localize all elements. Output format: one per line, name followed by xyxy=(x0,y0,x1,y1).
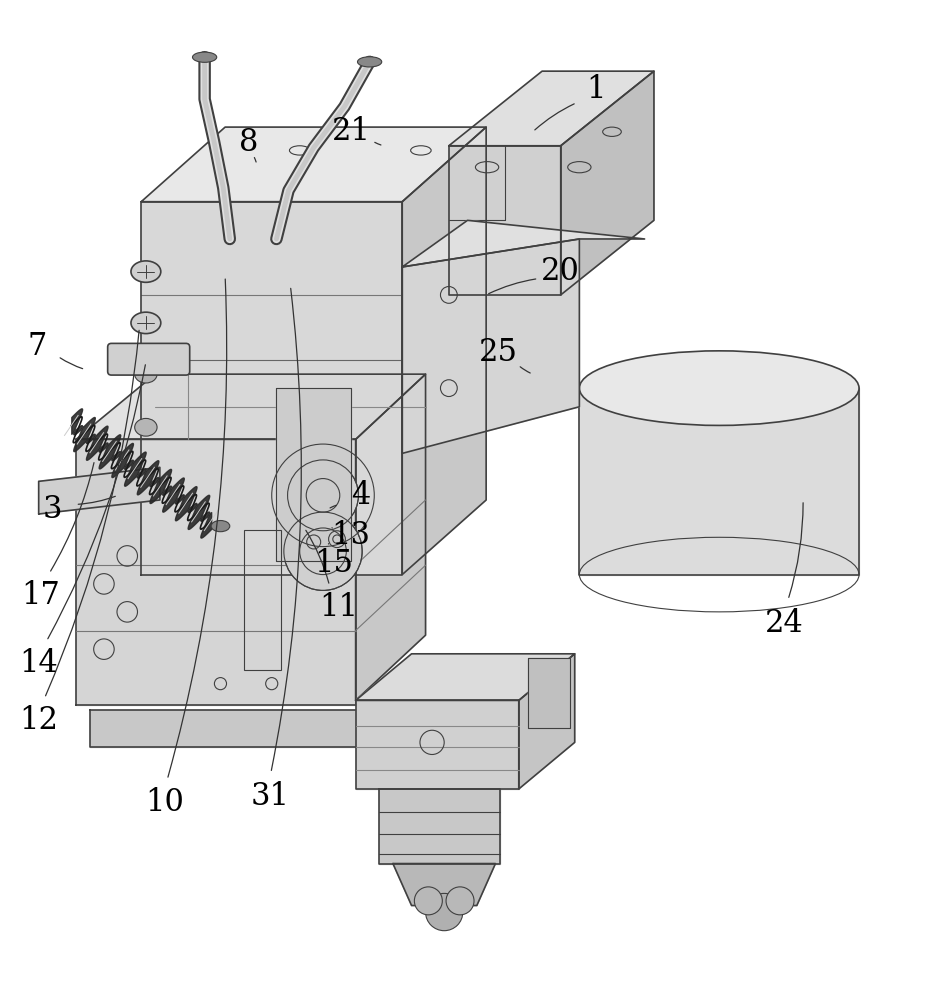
Text: 10: 10 xyxy=(145,787,184,818)
Text: 3: 3 xyxy=(43,494,63,525)
Polygon shape xyxy=(355,700,519,789)
Text: 15: 15 xyxy=(315,548,353,579)
Polygon shape xyxy=(402,220,644,267)
Text: 17: 17 xyxy=(22,580,60,611)
Text: 24: 24 xyxy=(765,608,804,639)
Circle shape xyxy=(425,893,463,931)
Polygon shape xyxy=(449,146,561,295)
Ellipse shape xyxy=(193,52,217,62)
Polygon shape xyxy=(277,388,351,561)
Text: 11: 11 xyxy=(320,592,358,623)
Polygon shape xyxy=(402,127,486,575)
Polygon shape xyxy=(355,654,575,700)
Text: 8: 8 xyxy=(238,127,258,158)
Ellipse shape xyxy=(211,521,230,532)
Ellipse shape xyxy=(135,418,157,436)
Text: 1: 1 xyxy=(586,74,606,105)
Circle shape xyxy=(446,887,474,915)
Polygon shape xyxy=(393,864,496,906)
Polygon shape xyxy=(402,239,580,453)
Text: 31: 31 xyxy=(251,781,289,812)
Polygon shape xyxy=(528,658,570,728)
Polygon shape xyxy=(76,374,425,439)
Polygon shape xyxy=(519,654,575,789)
Text: 7: 7 xyxy=(27,331,47,362)
Polygon shape xyxy=(379,789,500,864)
Ellipse shape xyxy=(135,365,157,383)
Ellipse shape xyxy=(131,261,161,282)
Polygon shape xyxy=(561,71,654,295)
Bar xyxy=(244,530,281,670)
Polygon shape xyxy=(141,127,486,202)
Polygon shape xyxy=(580,388,859,575)
Text: 12: 12 xyxy=(20,705,58,736)
Text: 13: 13 xyxy=(332,520,370,551)
Text: 21: 21 xyxy=(332,116,370,147)
Polygon shape xyxy=(76,439,355,705)
Circle shape xyxy=(288,460,358,531)
Polygon shape xyxy=(90,710,397,747)
Polygon shape xyxy=(38,467,160,514)
Text: 20: 20 xyxy=(541,256,580,287)
Polygon shape xyxy=(397,672,458,747)
Polygon shape xyxy=(355,374,425,700)
Text: 14: 14 xyxy=(20,648,58,679)
Polygon shape xyxy=(449,71,654,146)
Ellipse shape xyxy=(580,351,859,425)
Ellipse shape xyxy=(131,312,161,334)
Polygon shape xyxy=(141,202,402,575)
Circle shape xyxy=(284,512,362,590)
Ellipse shape xyxy=(357,57,381,67)
Circle shape xyxy=(414,887,442,915)
Text: 25: 25 xyxy=(479,337,518,368)
Text: 4: 4 xyxy=(351,480,370,511)
FancyBboxPatch shape xyxy=(108,343,190,375)
